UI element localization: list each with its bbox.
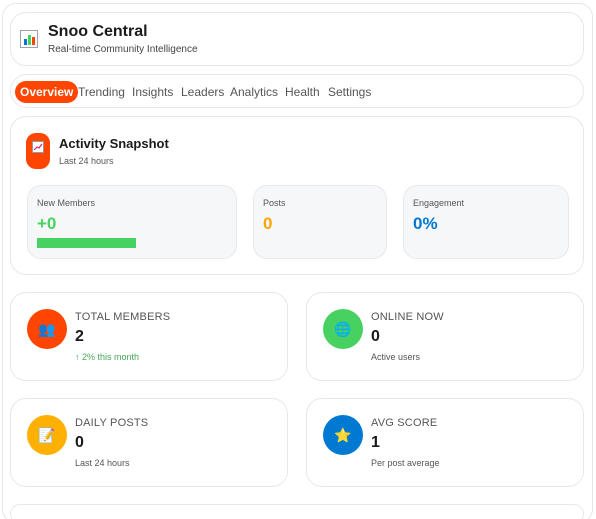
stat-card-daily-posts[interactable]: 📝 Daily Posts 0 Last 24 hours [10, 398, 288, 487]
memo-icon: 📝 [27, 415, 67, 455]
tab-trending[interactable]: Trending [78, 85, 125, 99]
metric-label: New Members [37, 198, 96, 208]
activity-snapshot-card: Activity Snapshot Last 24 hours New Memb… [10, 116, 584, 275]
globe-icon: 🌐 [323, 309, 363, 349]
tab-analytics[interactable]: Analytics [230, 85, 279, 99]
tab-overview[interactable]: Overview [15, 81, 79, 103]
stat-value: 0 [371, 328, 380, 345]
snapshot-title: Activity Snapshot [59, 136, 169, 151]
tab-leaders[interactable]: Leaders [181, 85, 225, 99]
metric-value: 0 [263, 214, 273, 233]
stat-note: Per post average [371, 458, 440, 468]
app-subtitle: Real-time Community Intelligence [48, 44, 198, 55]
stat-note: Active users [371, 352, 421, 362]
app-title: Snoo Central [48, 23, 148, 40]
tab-health[interactable]: Health [285, 85, 320, 99]
stat-card-online-now[interactable]: 🌐 Online Now 0 Active users [306, 292, 584, 381]
metric-value: 0% [413, 214, 438, 233]
metric-posts: Posts 0 [253, 185, 387, 259]
app-header: Snoo Central Real-time Community Intelli… [10, 12, 584, 66]
metric-new-members: New Members +0 [27, 185, 237, 259]
snapshot-subtitle: Last 24 hours [59, 156, 114, 166]
stat-label: Online Now [371, 311, 444, 323]
stat-value: 1 [371, 434, 380, 451]
metric-engagement: Engagement 0% [403, 185, 569, 259]
stat-note: ↑ 2% this month [75, 352, 140, 362]
star-icon: ⭐ [323, 415, 363, 455]
stat-label: Total Members [75, 311, 171, 323]
trend-chart-icon [26, 133, 50, 169]
stat-card-total-members[interactable]: 👥 Total Members 2 ↑ 2% this month [10, 292, 288, 381]
stat-value: 2 [75, 328, 84, 345]
stat-card-avg-score[interactable]: ⭐ Avg Score 1 Per post average [306, 398, 584, 487]
tab-settings[interactable]: Settings [328, 85, 372, 99]
bar-chart-icon [20, 30, 38, 48]
stat-value: 0 [75, 434, 84, 451]
new-members-bar [37, 238, 136, 248]
tab-bar: Overview Trending Insights Leaders Analy… [10, 74, 584, 108]
metric-value: +0 [37, 214, 57, 233]
stat-label: Avg Score [371, 417, 438, 429]
people-icon: 👥 [27, 309, 67, 349]
tab-insights[interactable]: Insights [132, 85, 174, 99]
metric-label: Posts [263, 198, 286, 208]
metric-label: Engagement [413, 198, 465, 208]
app-frame [2, 3, 593, 519]
stat-label: Daily Posts [75, 417, 149, 429]
next-card-partial [10, 504, 584, 519]
stat-note: Last 24 hours [75, 458, 130, 468]
